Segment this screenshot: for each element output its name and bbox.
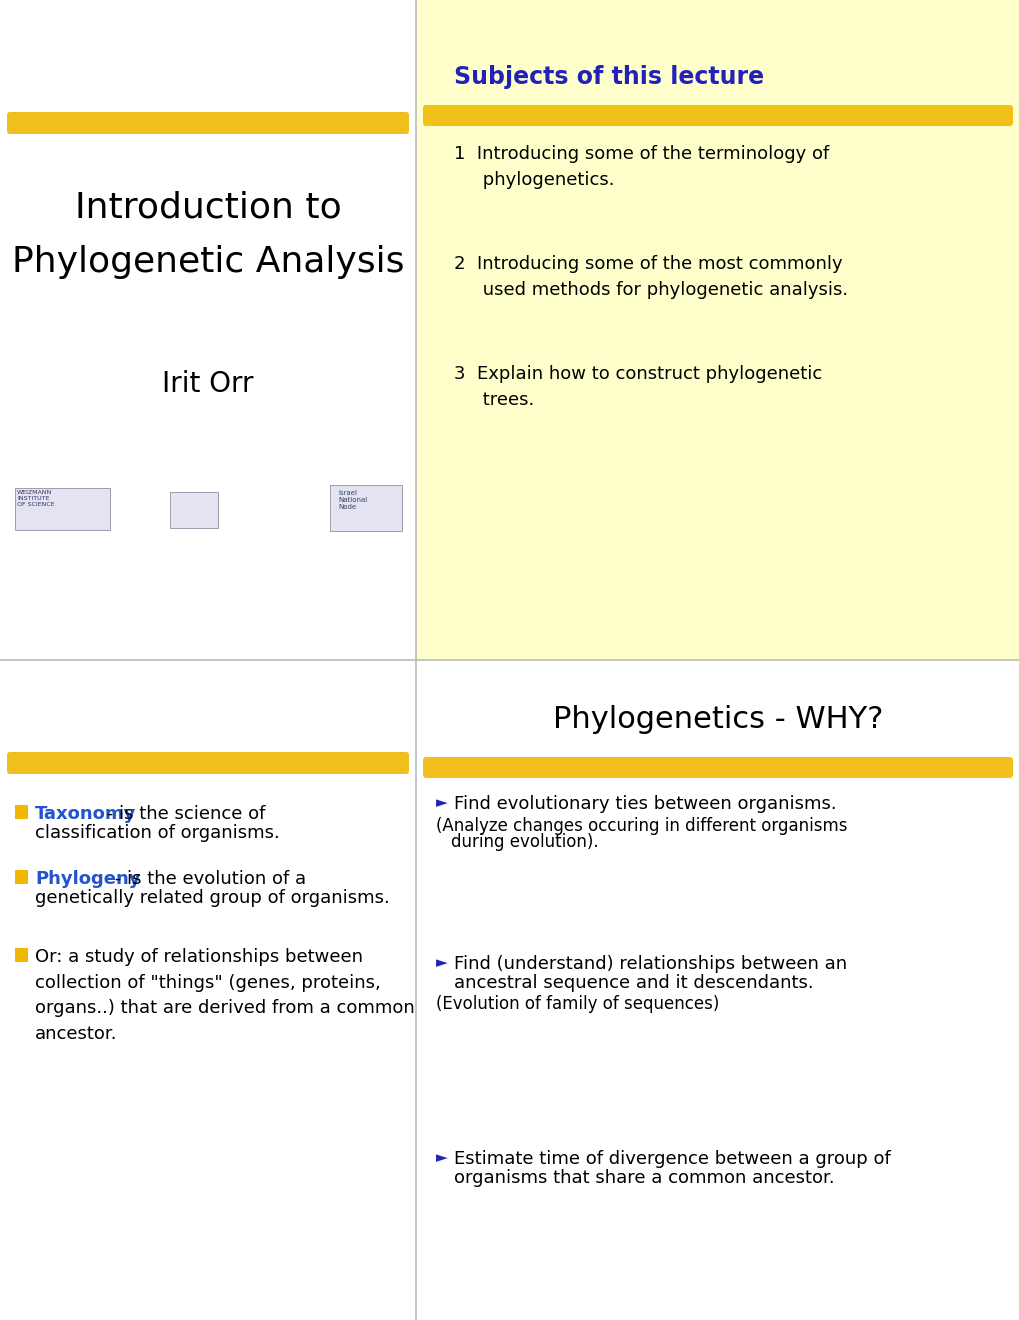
Bar [170, 492, 218, 528]
Bar [15, 948, 28, 962]
Bar [416, 660, 1019, 1320]
Text: ►: ► [435, 1150, 447, 1166]
Text: Israel
National
Node: Israel National Node [337, 490, 367, 510]
Text: Phylogeny: Phylogeny [35, 870, 141, 888]
Text: Introduction to: Introduction to [74, 190, 341, 224]
Text: ►: ► [435, 795, 447, 810]
Bar [15, 488, 110, 531]
Bar [416, 0, 1019, 1320]
Text: WEIZMANN
INSTITUTE
OF SCIENCE: WEIZMANN INSTITUTE OF SCIENCE [17, 490, 55, 507]
Text: (Evolution of family of sequences): (Evolution of family of sequences) [435, 995, 718, 1012]
Text: Irit Orr: Irit Orr [162, 370, 254, 399]
Bar [15, 805, 28, 820]
Text: 1  Introducing some of the terminology of
     phylogenetics.: 1 Introducing some of the terminology of… [453, 145, 828, 189]
Text: Estimate time of divergence between a group of: Estimate time of divergence between a gr… [453, 1150, 890, 1168]
Text: 2  Introducing some of the most commonly
     used methods for phylogenetic anal: 2 Introducing some of the most commonly … [453, 255, 847, 298]
Text: Phylogenetics - WHY?: Phylogenetics - WHY? [552, 705, 882, 734]
Text: 3  Explain how to construct phylogenetic
     trees.: 3 Explain how to construct phylogenetic … [453, 366, 821, 409]
Text: ►: ► [435, 954, 447, 970]
Text: Find (understand) relationships between an: Find (understand) relationships between … [453, 954, 847, 973]
Text: (Analyze changes occuring in different organisms: (Analyze changes occuring in different o… [435, 817, 847, 836]
Text: classification of organisms.: classification of organisms. [35, 824, 279, 842]
Text: Taxonomy: Taxonomy [35, 805, 137, 822]
FancyBboxPatch shape [7, 112, 409, 135]
Text: ancestral sequence and it descendants.: ancestral sequence and it descendants. [453, 974, 813, 993]
Text: - is the evolution of a: - is the evolution of a [109, 870, 306, 888]
Text: Subjects of this lecture: Subjects of this lecture [453, 65, 763, 88]
Text: Phylogenetic Analysis: Phylogenetic Analysis [12, 246, 404, 279]
Text: - is the science of: - is the science of [101, 805, 265, 822]
Text: Find evolutionary ties between organisms.: Find evolutionary ties between organisms… [453, 795, 836, 813]
Bar [15, 870, 28, 884]
Text: Or: a study of relationships between
collection of "things" (genes, proteins,
or: Or: a study of relationships between col… [35, 948, 415, 1043]
Text: during evolution).: during evolution). [450, 833, 598, 851]
FancyBboxPatch shape [423, 756, 1012, 777]
FancyBboxPatch shape [423, 106, 1012, 125]
FancyBboxPatch shape [7, 752, 409, 774]
Bar [330, 484, 401, 531]
Text: organisms that share a common ancestor.: organisms that share a common ancestor. [453, 1170, 834, 1187]
Text: genetically related group of organisms.: genetically related group of organisms. [35, 888, 389, 907]
